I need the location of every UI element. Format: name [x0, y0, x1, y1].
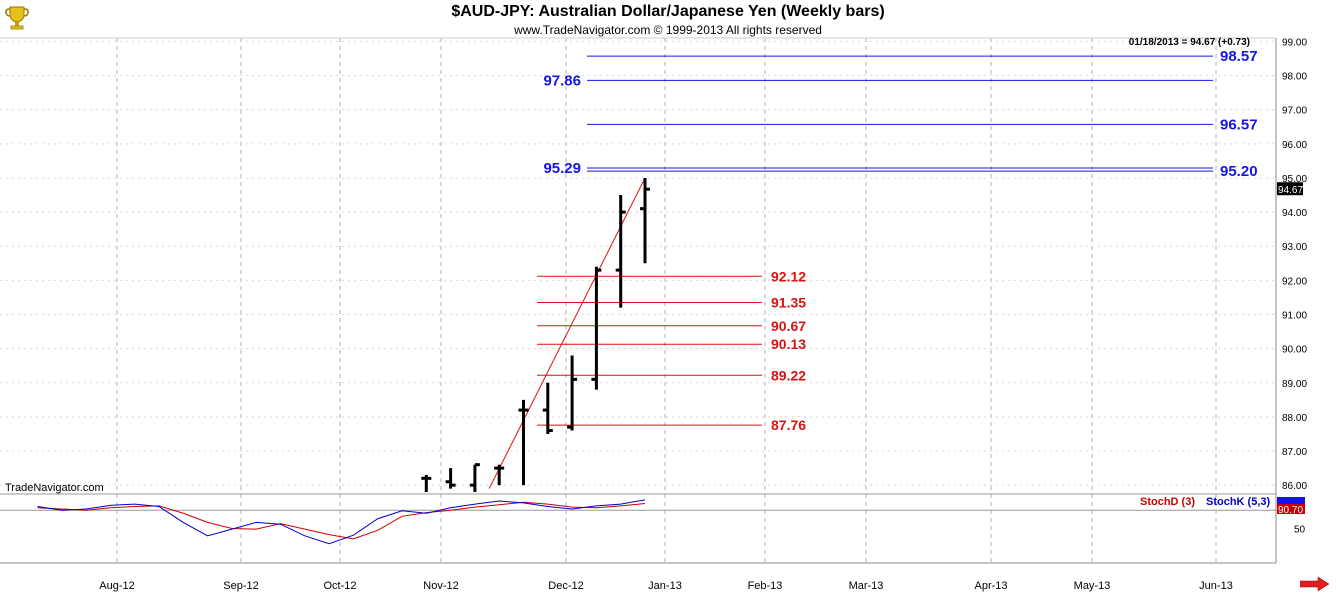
y-tick-label: 92.00	[1282, 276, 1307, 287]
x-tick-label: Mar-13	[849, 580, 884, 592]
trendline-segment	[488, 177, 646, 489]
y-tick-label: 90.00	[1282, 345, 1307, 356]
x-tick-label: Dec-12	[548, 580, 583, 592]
y-tick-label: 93.00	[1282, 242, 1307, 253]
stochd-badge: 90.70	[1278, 505, 1303, 516]
y-tick-label: 86.00	[1282, 481, 1307, 492]
y-tick-label: 97.00	[1282, 106, 1307, 117]
ohlc-bar	[421, 474, 432, 492]
resistance-level-label: 98.57	[1220, 48, 1258, 65]
trendline	[488, 177, 646, 489]
support-level-label: 91.35	[771, 295, 806, 311]
stochastic-panel	[0, 499, 1276, 545]
axes: Aug-12 Sep-12 Oct-12 Nov-12 Dec-12 Jan-13 Feb-…	[0, 37, 1307, 592]
ohlc-bar	[445, 468, 456, 489]
scroll-right-arrow-icon[interactable]	[1300, 577, 1330, 591]
stochk-line	[37, 499, 646, 545]
copyright-notice: www.TradeNavigator.com © 1999-2013 All r…	[514, 23, 822, 37]
x-tick-label: Feb-13	[748, 580, 783, 592]
support-level-label: 89.22	[771, 367, 806, 383]
y-tick-label: 87.00	[1282, 447, 1307, 458]
y-tick-label: 99.00	[1282, 37, 1307, 48]
brand-watermark: TradeNavigator.com	[5, 482, 104, 494]
fibonacci-levels: 98.57 97.86 96.57 95.29 95.20 92.12 91.35 90.67…	[537, 48, 1258, 433]
ohlc-bar	[567, 355, 578, 431]
stochd-line	[37, 501, 646, 540]
x-tick-label: Sep-12	[223, 580, 258, 592]
price-badge: 94.67	[1278, 185, 1303, 196]
last-quote: 01/18/2013 = 94.67 (+0.73)	[1128, 37, 1250, 48]
support-level-label: 90.13	[771, 336, 806, 352]
ohlc-bar	[494, 464, 505, 486]
stochd-badge-bg	[1277, 504, 1305, 514]
x-tick-label: Apr-13	[974, 580, 1007, 592]
x-tick-label: May-13	[1074, 580, 1111, 592]
stoch-axis-label: 50	[1294, 525, 1306, 536]
trophy-logo-icon	[5, 6, 29, 30]
y-tick-label: 95.00	[1282, 174, 1307, 185]
resistance-level-label: 96.57	[1220, 116, 1258, 133]
y-tick-label: 96.00	[1282, 140, 1307, 151]
y-tick-label: 91.00	[1282, 310, 1307, 321]
x-tick-label: Aug-12	[99, 580, 134, 592]
stochk-badge	[1277, 497, 1305, 504]
support-level-label: 87.76	[771, 417, 806, 433]
y-tick-label: 88.00	[1282, 413, 1307, 424]
resistance-level-label: 97.86	[543, 72, 581, 89]
resistance-level-label: 95.29	[543, 160, 581, 177]
ohlc-bar	[469, 463, 480, 492]
ohlc-bar	[518, 399, 529, 486]
support-level-label: 92.12	[771, 268, 806, 284]
y-tick-label: 94.00	[1282, 208, 1307, 219]
chart-grid	[0, 38, 1276, 563]
ohlc-bar	[615, 195, 626, 308]
ohlc-bar	[542, 382, 553, 434]
x-tick-label: Jan-13	[648, 580, 682, 592]
price-bars	[421, 177, 650, 492]
support-level-label: 90.67	[771, 318, 806, 334]
chart-title: $AUD-JPY: Australian Dollar/Japanese Yen…	[451, 3, 885, 20]
y-tick-label: 98.00	[1282, 72, 1307, 83]
ohlc-bar	[591, 266, 602, 390]
stochk-legend[interactable]: StochK (5,3)	[1206, 496, 1271, 508]
x-tick-label: Nov-12	[423, 580, 458, 592]
resistance-level-label: 95.20	[1220, 163, 1258, 180]
x-tick-label: Oct-12	[323, 580, 356, 592]
y-tick-label: 89.00	[1282, 379, 1307, 390]
price-badge-bg	[1277, 182, 1303, 196]
stochd-legend[interactable]: StochD (3)	[1140, 496, 1195, 508]
ohlc-bar	[640, 177, 650, 264]
x-tick-label: Jun-13	[1199, 580, 1233, 592]
